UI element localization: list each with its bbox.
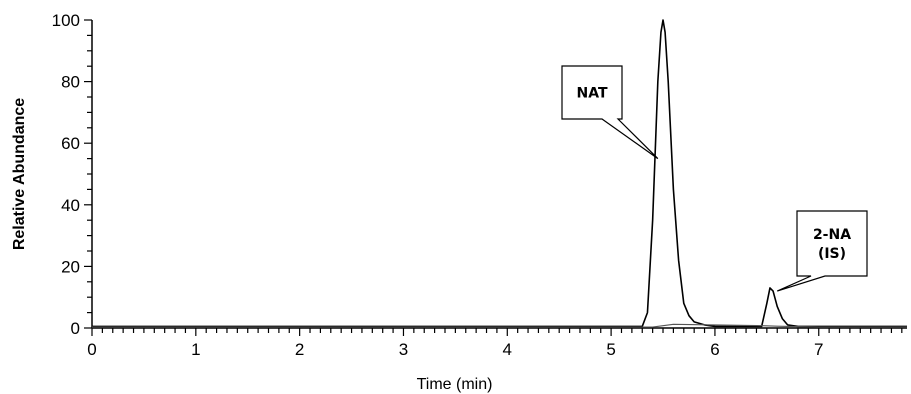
y-ticks: 0 20 40 60 80 100 <box>52 11 92 338</box>
series-line-2 <box>92 323 907 328</box>
y-tick-label: 20 <box>61 257 80 276</box>
annotation-layer: NAT 2-NA (IS) <box>561 65 868 292</box>
x-tick-label: 6 <box>710 340 719 359</box>
y-tick-label: 80 <box>61 73 80 92</box>
annotation-label: NAT <box>576 86 607 102</box>
series-layer <box>92 19 907 328</box>
y-tick-label: 100 <box>52 11 80 30</box>
annotation-box <box>776 210 868 292</box>
x-ticks: 0 1 2 3 4 5 6 7 <box>87 328 903 359</box>
y-tick-label: 40 <box>61 196 80 215</box>
annotation-callout: 2-NA (IS) <box>776 210 868 292</box>
annotation-label: 2-NA <box>813 227 851 243</box>
annotation-callout: NAT <box>561 65 659 160</box>
annotation-label: (IS) <box>818 246 846 262</box>
y-tick-label: 60 <box>61 134 80 153</box>
x-axis-label: Time (min) <box>417 376 493 393</box>
x-tick-label: 4 <box>503 340 512 359</box>
x-tick-label: 1 <box>191 340 200 359</box>
y-axis-label: Relative Abundance <box>11 98 28 250</box>
series-line-1 <box>92 19 907 328</box>
axes: 0 20 40 60 80 100 0 1 2 3 4 5 6 7 <box>52 11 907 359</box>
x-tick-label: 7 <box>814 340 823 359</box>
annotation-box <box>561 65 659 160</box>
x-tick-label: 5 <box>606 340 615 359</box>
x-tick-label: 2 <box>295 340 304 359</box>
y-tick-label: 0 <box>71 319 80 338</box>
x-tick-label: 0 <box>87 340 96 359</box>
x-tick-label: 3 <box>399 340 408 359</box>
